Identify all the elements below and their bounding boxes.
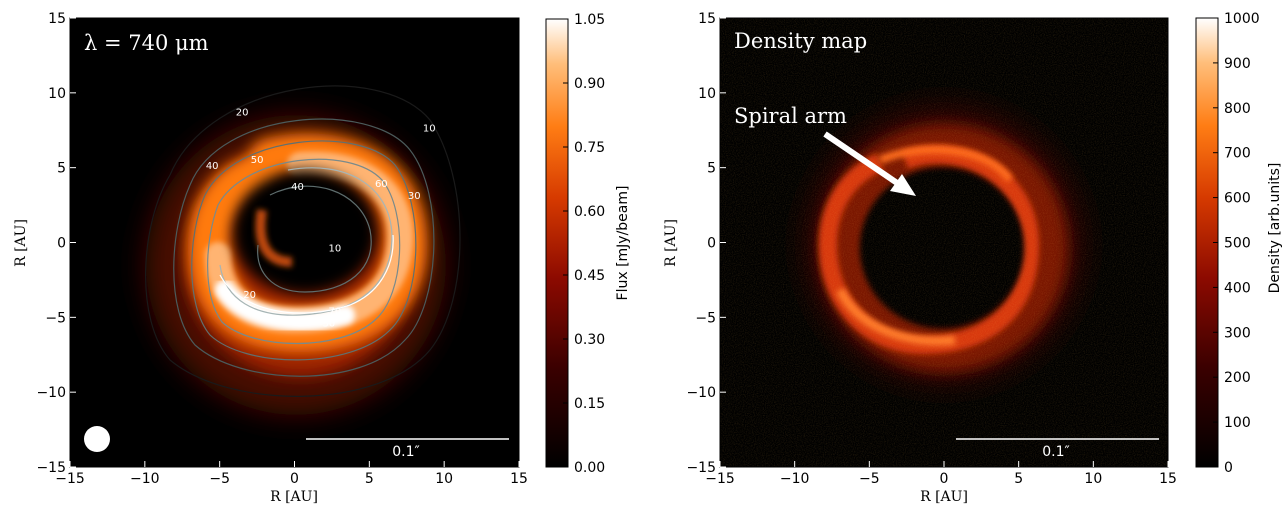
right-xtick-label: 5	[1014, 471, 1023, 487]
right-cbar-tick-label: 0	[1224, 460, 1233, 476]
spiral-arm-arrow-shaft	[823, 131, 905, 190]
contour-label: 40	[291, 182, 304, 193]
right-xtick-label: −10	[780, 471, 810, 487]
right-cbar-tick-label: 600	[1224, 191, 1251, 207]
contour-label: 30	[408, 191, 421, 202]
contour-20	[173, 118, 435, 377]
left-xlabel: R [AU]	[270, 489, 318, 505]
right-cbar-tick-label: 300	[1224, 325, 1251, 341]
right-xtick-label: −5	[859, 471, 880, 487]
contour-label: 20	[243, 290, 256, 301]
right-cbar-tick-label: 700	[1224, 146, 1251, 162]
right-cbar-tick-label: 1000	[1224, 11, 1260, 27]
right-ytick-label: 15	[698, 11, 716, 27]
left-cbar-tick-label: 0.60	[574, 204, 605, 220]
beam-ellipse	[84, 426, 110, 452]
left-ytick-label: −15	[36, 460, 66, 476]
right-colorbar-label: Density [arb.units]	[1267, 163, 1283, 294]
contour-label: 10	[423, 124, 436, 135]
left-ytick-label: −10	[36, 385, 66, 401]
right-ytick-label: 10	[698, 86, 716, 102]
right-cbar-tick-label: 800	[1224, 101, 1251, 117]
left-xtick-label: −5	[209, 471, 230, 487]
left-ytick-label: 10	[48, 86, 66, 102]
left-colorbar	[545, 18, 569, 468]
left-colorbar-label: Flux [mJy/beam]	[615, 186, 631, 301]
central-cavity	[233, 170, 377, 294]
contour-label: 20	[236, 107, 249, 118]
right-ytick-label: 5	[707, 161, 716, 177]
right-cbar-tick-label: 900	[1224, 56, 1251, 72]
left-xtick-label: 10	[435, 471, 453, 487]
left-cbar-tick-label: 0.75	[574, 140, 605, 156]
contour-label: 60	[375, 179, 388, 190]
left-cbar-tick-label: 0.00	[574, 460, 605, 476]
density-noise	[720, 18, 1168, 467]
right-cbar-tick-label: 400	[1224, 280, 1251, 296]
right-ytick-label: −15	[686, 460, 716, 476]
density-map-title: Density map	[734, 29, 867, 53]
density-image: Spiral arm Density map 0.1″	[720, 18, 1168, 467]
wavelength-label: λ = 740 μm	[84, 31, 209, 55]
right-xtick-label: 0	[940, 471, 949, 487]
left-xtick-label: 5	[365, 471, 374, 487]
contour-70	[219, 234, 394, 314]
contour-label: 50	[251, 155, 264, 166]
contour-30	[191, 140, 417, 361]
right-xtick-label: −15	[705, 471, 735, 487]
right-xlabel: R [AU]	[920, 489, 968, 505]
right-xtick-label: 10	[1084, 471, 1102, 487]
left-cbar-tick-label: 0.45	[574, 268, 605, 284]
contour-inner	[257, 185, 372, 293]
left-cbar-tick-label: 0.90	[574, 76, 605, 92]
spiral-arm-arrow-head	[890, 174, 916, 196]
right-panel: Spiral arm Density map 0.1″ −15 −10 −5 0 5 10…	[663, 11, 1283, 505]
left-ytick-label: −5	[45, 310, 66, 326]
contour-label: 40	[206, 161, 219, 172]
right-cbar-tick-label: 200	[1224, 370, 1251, 386]
contour-60	[219, 167, 393, 316]
right-ylabel: R [AU]	[663, 219, 679, 267]
scale-bar-right-label: 0.1″	[1042, 444, 1070, 460]
left-xtick-label: 0	[290, 471, 299, 487]
contour-40	[207, 158, 401, 345]
left-ylabel: R [AU]	[13, 219, 29, 267]
scale-bar-label: 0.1″	[392, 444, 420, 460]
left-cbar-tick-label: 1.05	[574, 12, 605, 28]
right-ytick-label: −10	[686, 385, 716, 401]
left-xtick-label: −10	[130, 471, 160, 487]
left-ytick-label: 15	[48, 11, 66, 27]
right-xtick-label: 15	[1159, 471, 1177, 487]
spiral-arm-peak	[215, 280, 355, 331]
right-ytick-label: −5	[695, 310, 716, 326]
left-ytick-label: 5	[57, 161, 66, 177]
contour-label: 10	[329, 243, 342, 254]
left-cbar-tick-label: 0.15	[574, 396, 605, 412]
left-xtick-label: 15	[510, 471, 528, 487]
spiral-arm-label: Spiral arm	[734, 104, 847, 128]
cavity-notch	[255, 209, 293, 267]
right-cbar-tick-label: 100	[1224, 415, 1251, 431]
left-xtick-label: −15	[55, 471, 85, 487]
right-cbar-tick-label: 500	[1224, 236, 1251, 252]
right-ytick-label: 0	[707, 236, 716, 252]
contour-label: 30	[323, 318, 336, 329]
left-cbar-tick-label: 0.30	[574, 332, 605, 348]
contour-10-outer	[145, 85, 461, 397]
contour-label: 70	[329, 306, 342, 317]
left-ytick-label: 0	[57, 236, 66, 252]
